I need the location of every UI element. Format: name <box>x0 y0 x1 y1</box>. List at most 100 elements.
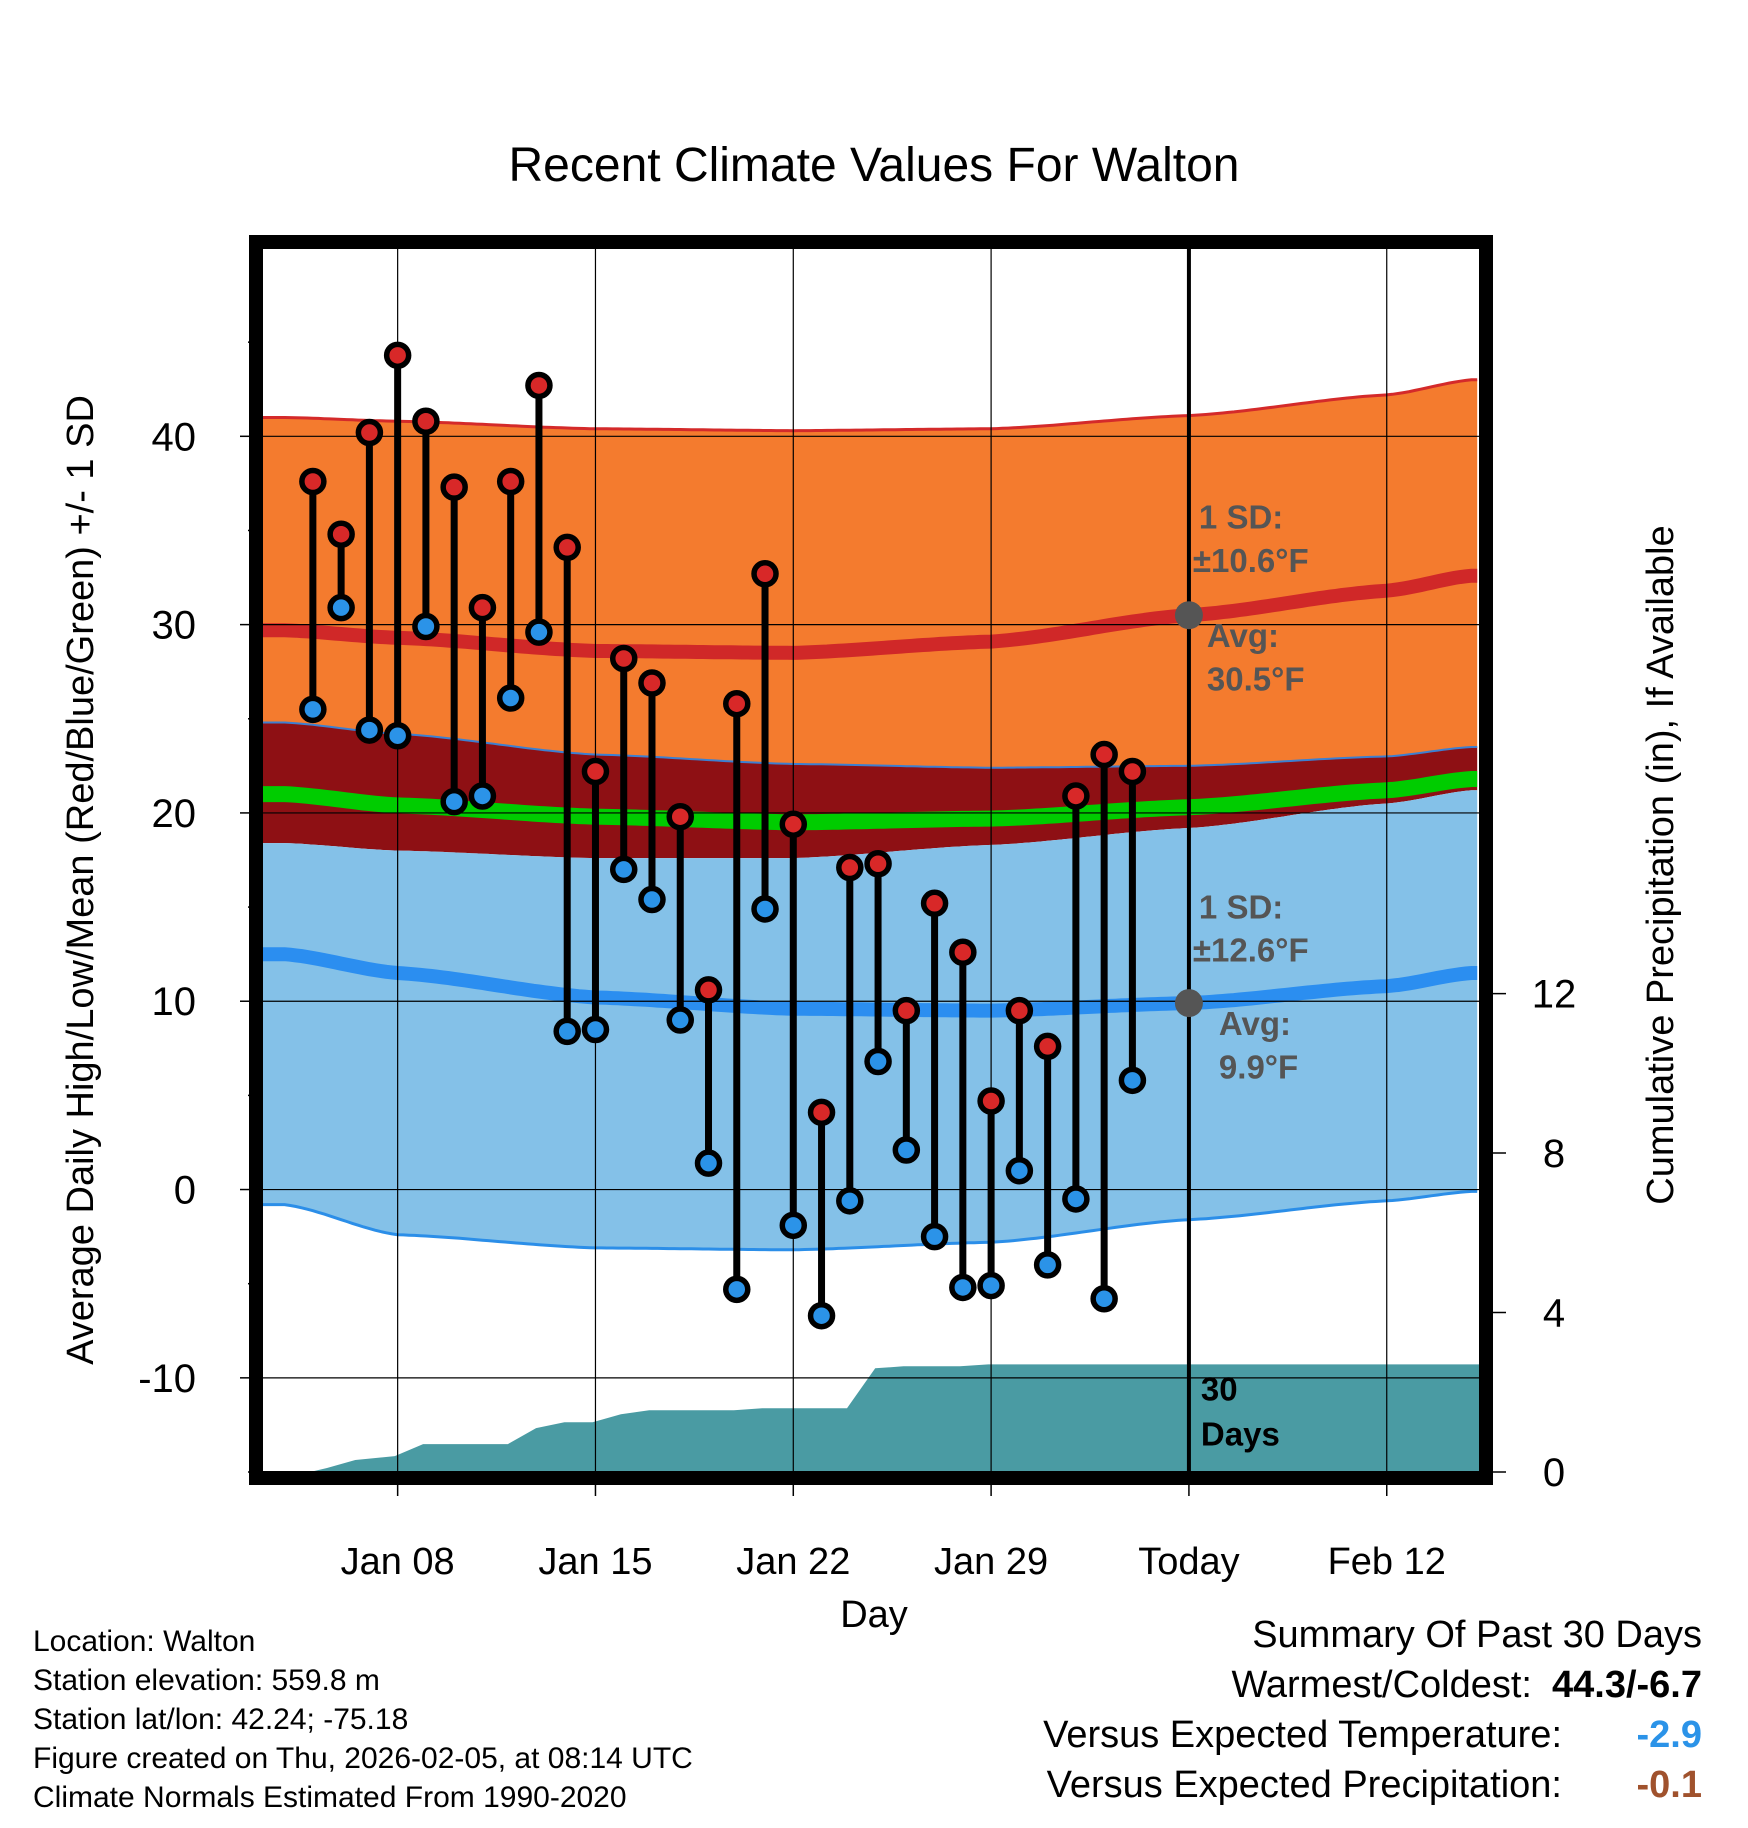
observed-high-point <box>1062 782 1090 810</box>
plot-area: 1 SD: ±10.6°F Avg: 30.5°F 1 SD: ±12.6°F Avg: 9.… <box>262 0 1480 1472</box>
elevation-text: Station elevation: 559.8 m <box>33 1664 380 1697</box>
observed-high-point <box>949 938 977 967</box>
observed-low-point <box>355 716 384 744</box>
observed-high-point <box>638 669 666 697</box>
high-sd-label: 1 SD: <box>1199 499 1283 536</box>
latlon-text: Station lat/lon: 42.24; -75.18 <box>33 1703 409 1736</box>
observed-high-point <box>1033 1032 1062 1061</box>
high-avg-value: 30.5°F <box>1207 661 1305 698</box>
observed-high-point <box>525 371 553 400</box>
chart-title: Recent Climate Values For Walton <box>509 139 1240 192</box>
observed-high-point <box>807 1098 836 1127</box>
observed-high-point <box>1005 996 1034 1025</box>
plot-frame <box>249 235 1493 1485</box>
observed-low-point <box>864 1047 892 1076</box>
observed-low-point <box>299 695 327 724</box>
observed-high-point <box>751 560 779 588</box>
observed-low-point <box>383 721 412 750</box>
observed-low-point <box>638 885 666 914</box>
high-lower-edge <box>262 721 1478 769</box>
observed-high-point <box>299 467 327 496</box>
observed-high-point <box>1150 0 1172 11</box>
station-info: Location: Walton Station elevation: 559.… <box>33 1622 693 1817</box>
y-tick-label-left: 30 <box>152 604 197 648</box>
y-tick-label-left: 20 <box>152 792 197 836</box>
observed-low-point <box>1118 1066 1147 1095</box>
observed-high-point <box>383 341 412 370</box>
today-high-avg-marker <box>1174 601 1203 630</box>
x-tick-label: Jan 08 <box>341 1541 455 1583</box>
low-sd-value: ±12.6°F <box>1193 932 1309 969</box>
observed-low-point <box>723 1275 751 1304</box>
temp-departure-label: Versus Expected Temperature: <box>1043 1714 1562 1756</box>
low-avg-line <box>262 947 1478 1018</box>
observed-high-point <box>1118 757 1147 786</box>
warmest-coldest-row: Warmest/Coldest: 44.3/-6.7 <box>1043 1660 1702 1710</box>
observed-high-point <box>779 810 808 838</box>
observed-low-point <box>666 1006 694 1034</box>
x-tick-label: Jan 29 <box>934 1541 1048 1583</box>
y-tick-label-right: 4 <box>1543 1292 1565 1336</box>
observed-high-point <box>496 467 525 496</box>
period-number: 30 <box>1201 1370 1238 1407</box>
observed-low-point <box>694 1149 723 1177</box>
temp-departure-row: Versus Expected Temperature: -2.9 <box>1043 1710 1702 1760</box>
x-tick-label: Today <box>1138 1541 1239 1583</box>
observed-high-point <box>1090 740 1118 769</box>
created-text: Figure created on Thu, 2026-02-05, at 08… <box>33 1742 693 1775</box>
observed-low-point <box>807 1301 836 1330</box>
observed-high-point <box>468 593 497 622</box>
y-tick-label-right: 12 <box>1532 973 1577 1017</box>
today-low-avg-marker <box>1174 989 1203 1018</box>
high-sd-value: ±10.6°F <box>1193 542 1309 579</box>
precip-departure-label: Versus Expected Precipitation: <box>1046 1764 1562 1806</box>
observed-high-point <box>864 850 892 878</box>
observed-high-point <box>694 976 723 1004</box>
high-upper-edge <box>262 378 1478 433</box>
observed-low-point <box>1150 0 1172 11</box>
observed-high-point <box>553 533 581 562</box>
observed-high-point <box>609 644 638 673</box>
observed-low-point <box>977 1271 1005 1300</box>
y-tick-label-left: 10 <box>152 980 197 1024</box>
observed-low-point <box>779 1211 808 1240</box>
observed-high-point <box>327 520 355 548</box>
observed-low-point <box>1090 1285 1118 1313</box>
x-tick-label: Feb 12 <box>1328 1541 1446 1583</box>
observed-low-point <box>920 1222 949 1251</box>
observed-low-point <box>496 684 525 712</box>
y-tick-label-left: -10 <box>138 1357 196 1401</box>
y-tick-label-left: 40 <box>152 415 197 459</box>
observed-high-point <box>440 473 468 501</box>
observed-high-point <box>666 802 694 831</box>
observed-low-point <box>609 855 638 884</box>
observed-high-point <box>977 1087 1005 1115</box>
x-tick-label: Jan 22 <box>736 1541 850 1583</box>
period-unit: Days <box>1201 1416 1280 1453</box>
precip-departure-value: -0.1 <box>1636 1764 1702 1806</box>
observed-low-point <box>836 1187 864 1215</box>
observed-high-point <box>412 407 440 435</box>
observed-high-point <box>581 757 610 786</box>
summary-heading: Summary Of Past 30 Days <box>1252 1614 1702 1656</box>
y-tick-label-right: 0 <box>1543 1451 1565 1495</box>
low-lower-edge <box>262 1189 1478 1252</box>
high-avg-line <box>262 568 1478 660</box>
observed-low-point <box>1062 1185 1090 1213</box>
normals-text: Climate Normals Estimated From 1990-2020 <box>33 1781 627 1814</box>
observed-high-point <box>836 853 864 882</box>
temp-departure-value: -2.9 <box>1636 1714 1702 1756</box>
observed-low-point <box>553 1017 581 1046</box>
observed-low-point <box>525 618 553 646</box>
observed-high-point <box>920 889 949 918</box>
location-text: Location: Walton <box>33 1625 256 1658</box>
observed-low-point <box>327 593 355 622</box>
warmest-coldest-value: 44.3/-6.7 <box>1552 1664 1702 1706</box>
x-axis-label: Day <box>840 1594 908 1636</box>
observed-low-point <box>468 782 497 810</box>
x-tick-label: Jan 15 <box>538 1541 652 1583</box>
precip-departure-row: Versus Expected Precipitation: -0.1 <box>1043 1760 1702 1810</box>
low-avg-label: Avg: <box>1219 1005 1291 1042</box>
y-axis-right-label: Cumulative Precipitation (in), If Availa… <box>1640 525 1682 1204</box>
